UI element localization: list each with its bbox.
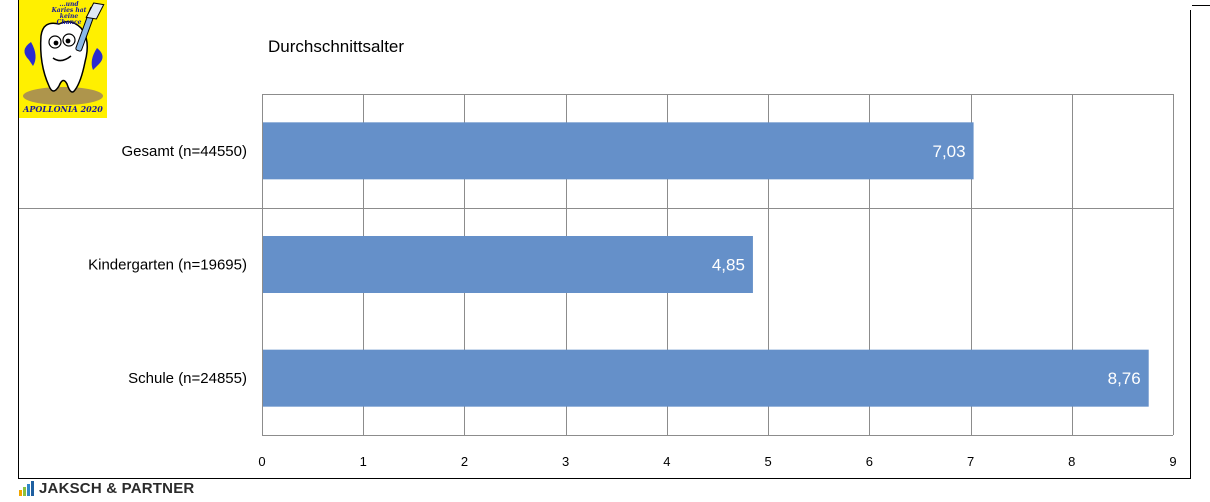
logo-bar (31, 480, 34, 496)
bar-chart: Durchschnittsalter 0 1 2 3 4 5 6 7 8 9 7,03 Gesamt (… (19, 37, 1177, 469)
x-tick-label: 2 (461, 454, 468, 469)
bar (263, 349, 1149, 407)
footer-brand: JAKSCH & PARTNER (39, 479, 195, 497)
chart-title: Durchschnittsalter (268, 37, 404, 56)
logo-bar (27, 483, 30, 496)
x-tick-label: 8 (1068, 454, 1075, 469)
x-tick-label: 9 (1169, 454, 1176, 469)
bar-chart-logo-icon (19, 480, 35, 496)
apollonia-logo: ...und Karies hat keine Chance APOLLONIA… (19, 0, 107, 118)
tooth-mascot-icon (19, 0, 107, 118)
x-tick-label: 0 (258, 454, 265, 469)
bar (263, 236, 753, 293)
logo-bar (23, 486, 26, 496)
x-tick-label: 5 (764, 454, 771, 469)
x-tick-label: 1 (360, 454, 367, 469)
x-tick-label: 4 (663, 454, 670, 469)
category-label: Schule (n=24855) (128, 370, 247, 387)
bar (263, 122, 974, 180)
logo-tagline: ...und Karies hat keine Chance (51, 1, 87, 26)
frame-top-line (1192, 5, 1210, 6)
frame-left-line (18, 0, 19, 478)
data-label: 8,76 (1108, 369, 1141, 388)
jaksch-partner-logo: JAKSCH & PARTNER (19, 478, 194, 498)
data-label: 4,85 (712, 256, 745, 275)
frame-bottom-line (18, 478, 1191, 479)
logo-brand: APOLLONIA 2020 (23, 104, 103, 114)
data-label: 7,03 (932, 142, 965, 161)
x-tick-label: 6 (866, 454, 873, 469)
x-tick-label: 3 (562, 454, 569, 469)
category-label: Gesamt (n=44550) (122, 143, 248, 160)
logo-bar (19, 489, 22, 496)
category-label: Kindergarten (n=19695) (88, 257, 247, 274)
frame-right-line (1190, 10, 1191, 478)
x-tick-label: 7 (967, 454, 974, 469)
